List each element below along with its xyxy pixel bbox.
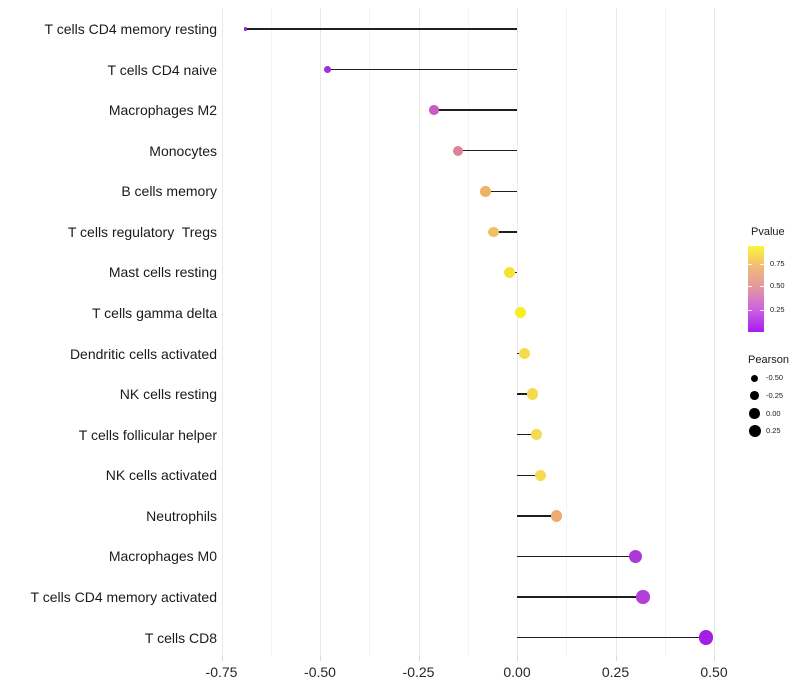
category-label: T cells follicular helper [78, 426, 217, 443]
lollipop-stem [517, 636, 707, 639]
category-label: T cells CD8 [144, 629, 217, 646]
pearson-legend-dot [750, 391, 759, 401]
x-tick-mark [615, 656, 617, 661]
pvalue-colorbar [748, 246, 764, 332]
x-tick-label: 0.00 [503, 664, 531, 680]
pvalue-tick-label: 0.25 [770, 304, 785, 314]
pvalue-tick-label: 0.50 [770, 281, 785, 291]
lollipop-stem [245, 28, 517, 30]
category-label: Dendritic cells activated [69, 345, 217, 362]
pvalue-legend-title: Pvalue [751, 226, 785, 238]
category-label: NK cells activated [105, 467, 217, 484]
data-point [519, 347, 531, 360]
data-point [550, 509, 563, 522]
category-label: T cells gamma delta [91, 304, 217, 321]
major-gridline [615, 8, 617, 656]
pearson-legend-title: Pearson [748, 354, 789, 366]
category-label: T cells regulatory Tregs [67, 223, 217, 240]
lollipop-stem [517, 555, 636, 558]
pvalue-tick-label: 0.75 [770, 259, 785, 269]
colorbar-tick-mark [760, 309, 764, 311]
x-tick-mark [714, 656, 715, 661]
data-point [324, 66, 332, 74]
data-point [429, 105, 440, 115]
category-label: Monocytes [149, 142, 217, 159]
data-point [698, 630, 714, 645]
minor-gridline [566, 8, 568, 656]
lollipop-stem [517, 393, 533, 395]
lollipop-stem [517, 515, 557, 517]
lollipop-stem [493, 231, 517, 233]
minor-gridline [270, 8, 272, 656]
category-label: T cells CD4 memory resting [44, 21, 217, 37]
lollipop-stem [434, 109, 517, 111]
lollipop-stem [517, 434, 537, 436]
data-point [452, 145, 463, 156]
lollipop-stem [457, 150, 517, 152]
data-point [480, 185, 491, 197]
minor-gridline [664, 8, 666, 656]
pearson-legend-dot [751, 374, 758, 382]
category-label: Neutrophils [146, 507, 217, 524]
major-gridline [221, 8, 223, 656]
category-label: B cells memory [121, 183, 217, 200]
x-tick-label: -0.75 [205, 664, 238, 680]
data-point [527, 388, 539, 400]
colorbar-tick-mark [748, 286, 752, 288]
x-tick-label: 0.50 [700, 664, 728, 680]
x-tick-mark [517, 656, 518, 661]
lollipop-stem [327, 68, 517, 71]
category-label: Macrophages M0 [108, 548, 217, 565]
data-point [636, 590, 650, 604]
pearson-legend-label: 0.00 [766, 408, 781, 418]
data-point [488, 226, 499, 238]
category-label: Mast cells resting [108, 264, 217, 281]
data-point [503, 267, 515, 278]
pearson-legend-dot [749, 408, 760, 419]
category-label: T cells CD4 memory activated [30, 588, 217, 605]
data-point [515, 307, 527, 319]
data-point [628, 549, 642, 564]
minor-gridline [369, 8, 371, 656]
colorbar-tick-mark [748, 264, 752, 266]
colorbar-tick-mark [748, 309, 752, 311]
lollipop-stem [485, 190, 517, 192]
x-tick-label: 0.25 [601, 664, 630, 680]
minor-gridline [467, 8, 469, 656]
data-point [531, 429, 543, 441]
colorbar-tick-mark [760, 286, 764, 288]
pearson-legend-label: -0.50 [766, 373, 784, 382]
x-tick-mark [320, 656, 321, 661]
data-point [534, 469, 547, 482]
lollipop-stem [517, 596, 644, 598]
pearson-legend-dot [748, 425, 761, 438]
category-label: T cells CD4 naive [107, 61, 217, 78]
x-tick-mark [418, 656, 420, 661]
lollipop-stem [517, 474, 541, 476]
category-label: NK cells resting [119, 386, 217, 403]
x-tick-label: -0.25 [402, 664, 435, 680]
pearson-legend-label: 0.25 [766, 426, 781, 436]
major-gridline [714, 8, 715, 656]
major-gridline [517, 8, 518, 656]
colorbar-tick-mark [760, 264, 764, 266]
major-gridline [418, 8, 420, 656]
data-point [243, 27, 247, 31]
major-gridline [320, 8, 321, 656]
x-tick-label: -0.50 [304, 664, 336, 680]
pearson-legend-label: -0.25 [766, 390, 784, 400]
category-label: Macrophages M2 [108, 102, 217, 119]
x-tick-mark [221, 656, 223, 661]
